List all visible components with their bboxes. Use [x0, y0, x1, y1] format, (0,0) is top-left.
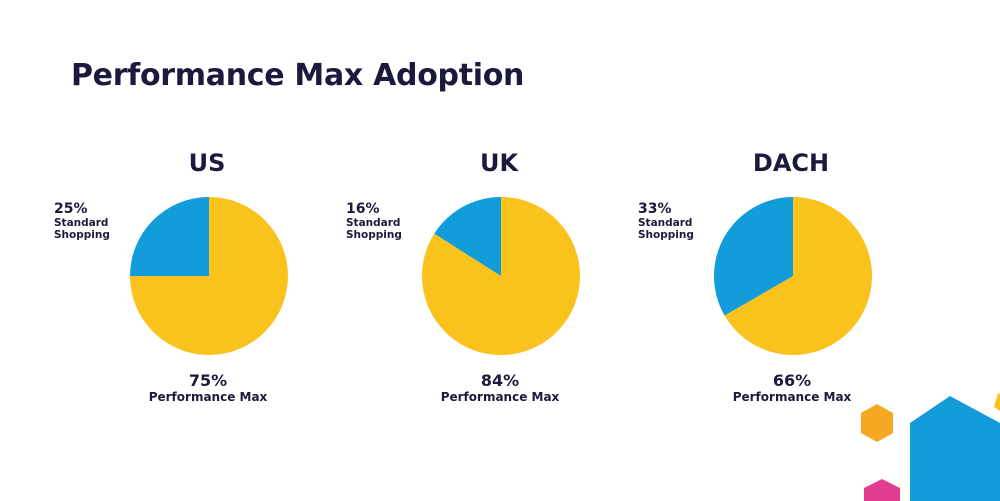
standard-shopping-slice — [130, 197, 209, 276]
standard-shopping-label: 33% Standard Shopping — [638, 201, 694, 241]
performance-max-percent: 75% — [188, 371, 228, 390]
performance-max-percent: 84% — [480, 371, 520, 390]
pie-us — [130, 197, 288, 355]
standard-shopping-name-line-1: Standard — [54, 217, 109, 229]
blue-hexagon-shape — [910, 396, 1000, 501]
standard-shopping-slice — [714, 197, 793, 316]
standard-shopping-percent: 16% — [346, 201, 380, 217]
standard-shopping-name-line-2: Shopping — [638, 229, 694, 241]
pie-chart-uk: UK 16% Standard Shopping 84% Performance… — [346, 145, 636, 415]
decorative-hexagons — [861, 393, 1000, 501]
standard-shopping-slice — [434, 197, 501, 276]
standard-shopping-name-line-2: Shopping — [346, 229, 402, 241]
small-yellow-hexagon-shape — [994, 393, 1000, 411]
chart-title: US — [188, 149, 226, 177]
pie-chart-dach: DACH 33% Standard Shopping 66% Performan… — [638, 145, 928, 415]
performance-max-label: 75% Performance Max — [63, 371, 353, 405]
orange-hexagon-shape — [861, 404, 893, 442]
standard-shopping-name-line-2: Shopping — [54, 229, 110, 241]
performance-max-label: 84% Performance Max — [355, 371, 645, 405]
performance-max-slice — [724, 197, 872, 355]
performance-max-name: Performance Max — [732, 390, 852, 404]
performance-max-label: 66% Performance Max — [647, 371, 937, 405]
performance-max-name: Performance Max — [148, 390, 268, 404]
standard-shopping-percent: 25% — [54, 201, 88, 217]
standard-shopping-name-line-1: Standard — [638, 217, 693, 229]
performance-max-percent: 66% — [772, 371, 812, 390]
page-title: Performance Max Adoption — [71, 58, 525, 93]
performance-max-name: Performance Max — [440, 390, 560, 404]
chart-title: DACH — [752, 149, 830, 177]
standard-shopping-label: 25% Standard Shopping — [54, 201, 110, 241]
standard-shopping-label: 16% Standard Shopping — [346, 201, 402, 241]
standard-shopping-percent: 33% — [638, 201, 672, 217]
pie-uk — [422, 197, 580, 355]
pink-hexagon-shape — [864, 479, 900, 501]
chart-title: UK — [479, 149, 519, 177]
standard-shopping-name-line-1: Standard — [346, 217, 401, 229]
pie-chart-us: US 25% Standard Shopping 75% Performance… — [54, 145, 344, 415]
pie-dach — [714, 197, 872, 355]
